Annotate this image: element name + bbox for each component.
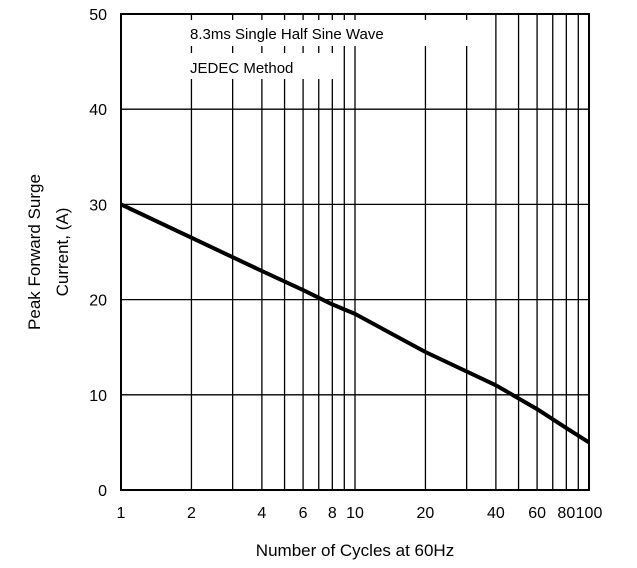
annotation-line-2: JEDEC Method	[190, 60, 293, 77]
y-tick-label: 40	[89, 102, 107, 119]
x-tick-label: 1	[117, 505, 126, 522]
annotation-background	[187, 53, 333, 79]
y-axis-label-line-1: Peak Forward Surge	[25, 174, 44, 330]
x-tick-label: 4	[257, 505, 266, 522]
x-tick-label: 6	[299, 505, 308, 522]
x-tick-label: 80	[557, 505, 575, 522]
y-axis-label-line-2: Current, (A)	[53, 208, 72, 297]
x-axis-label: Number of Cycles at 60Hz	[256, 541, 454, 560]
x-tick-label: 100	[576, 505, 603, 522]
x-tick-label: 8	[328, 505, 337, 522]
x-tick-label: 2	[187, 505, 196, 522]
annotation-background	[187, 20, 469, 46]
x-tick-label: 40	[487, 505, 505, 522]
x-tick-label: 60	[528, 505, 546, 522]
y-tick-label: 30	[89, 197, 107, 214]
annotation-line-1: 8.3ms Single Half Sine Wave	[190, 26, 384, 43]
series	[120, 202, 591, 445]
y-tick-label: 0	[98, 483, 107, 500]
x-tick-label: 10	[346, 505, 364, 522]
surge-current-line	[120, 202, 591, 445]
y-tick-label: 20	[89, 293, 107, 310]
plot-frame	[120, 13, 590, 491]
y-tick-label: 10	[89, 388, 107, 405]
grid	[121, 14, 589, 490]
x-tick-label: 20	[417, 505, 435, 522]
tick-labels: 1 2 4 6 8 10 20 40 60 80 100 0 10 20 30 40 50	[89, 7, 602, 522]
y-tick-label: 50	[89, 7, 107, 24]
